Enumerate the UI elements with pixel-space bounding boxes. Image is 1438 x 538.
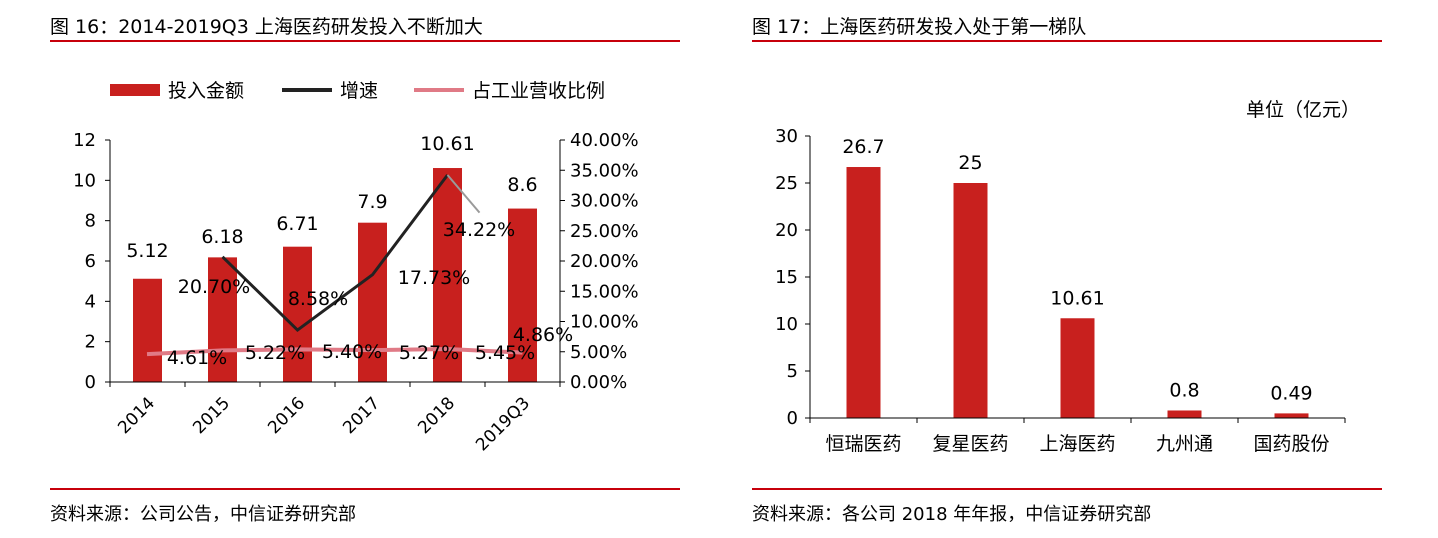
x-tick-label: 国药股份 (1253, 433, 1329, 455)
title-rule (50, 40, 680, 42)
right-y-tick-label: 30.00% (570, 191, 639, 212)
title-rule (752, 40, 1382, 42)
bar-2016 (283, 246, 312, 382)
left-y-tick-label: 12 (73, 130, 96, 151)
bar-value-label: 0.49 (1270, 382, 1312, 404)
growth-value-label: 8.58% (288, 288, 348, 310)
rd-investment-combo-chart: 0 2 4 6 8 10 12 0.00% 5.00% 10.00% 15.00% 20.00% 25.… (73, 80, 639, 455)
y-tick-label: 20 (775, 220, 798, 241)
figure-16-title: 图 16：2014-2019Q3 上海医药研发投入不断加大 (50, 16, 483, 38)
x-tick-label: 复星医药 (932, 433, 1008, 455)
bar-value-label: 0.8 (1169, 379, 1199, 401)
x-tick-label-2014: 2014 (114, 393, 159, 438)
legend-label-ratio: 占工业营收比例 (472, 80, 605, 102)
left-y-tick-label: 2 (85, 332, 96, 353)
bar-复星医药 (953, 183, 988, 418)
ratio-value-label: 5.45% (475, 342, 535, 364)
figure-17-title: 图 17：上海医药研发投入处于第一梯队 (752, 16, 1087, 38)
source-rule (50, 488, 680, 490)
x-tick-label-2015: 2015 (189, 393, 234, 438)
x-tick-label-2017: 2017 (339, 393, 384, 438)
right-y-tick-label: 25.00% (570, 221, 639, 242)
growth-line-segment-2019Q3 (446, 174, 481, 214)
y-tick-label: 5 (787, 361, 798, 382)
ratio-line (146, 347, 523, 357)
left-y-tick-label: 10 (73, 170, 96, 191)
ratio-value-label: 5.40% (322, 341, 382, 363)
right-y-tick-label: 40.00% (570, 130, 639, 151)
unit-label: 单位（亿元） (1246, 99, 1360, 121)
legend-label-growth: 增速 (340, 80, 378, 102)
bar-value-label: 6.18 (201, 226, 243, 248)
growth-value-label: 20.70% (178, 276, 250, 298)
bar-value-label: 10.61 (1050, 287, 1104, 309)
bar-2014 (133, 278, 162, 382)
bar-value-label: 6.71 (276, 213, 318, 235)
legend-swatch-investment (110, 84, 160, 96)
bar-value-label: 5.12 (126, 240, 168, 262)
ratio-value-label: 4.86% (513, 324, 573, 346)
ratio-value-label: 5.27% (399, 342, 459, 364)
x-tick-label: 恒瑞医药 (825, 433, 901, 455)
figure-17-panel: 图 17：上海医药研发投入处于第一梯队 单位（亿元） 0 5 10 15 20 25 30 恒瑞… (740, 0, 1438, 538)
growth-value-label: 17.73% (398, 267, 470, 289)
bar-2015 (208, 257, 237, 382)
x-tick-label: 上海医药 (1039, 433, 1115, 455)
right-y-tick-label: 20.00% (570, 251, 639, 272)
y-tick-label: 30 (775, 126, 798, 147)
bar-九州通 (1167, 410, 1202, 418)
x-tick-label-2018: 2018 (414, 393, 459, 438)
y-tick-label: 0 (787, 408, 798, 429)
left-y-tick-label: 6 (85, 251, 96, 272)
ratio-value-label: 4.61% (167, 347, 227, 369)
x-tick-label: 九州通 (1156, 433, 1213, 455)
right-y-tick-label: 5.00% (570, 342, 627, 363)
growth-value-label: 34.22% (443, 219, 515, 241)
source-rule (752, 488, 1382, 490)
ratio-value-label: 5.22% (245, 342, 305, 364)
figure-17-source: 资料来源：各公司 2018 年年报，中信证券研究部 (752, 504, 1152, 525)
peer-rd-bar-chart: 单位（亿元） 0 5 10 15 20 25 30 恒瑞医药 复星医药 上海医药 九州通 国药股份 26.… (775, 99, 1360, 455)
y-tick-label: 10 (775, 314, 798, 335)
bar-2018 (433, 168, 462, 382)
bar-value-label: 8.6 (507, 174, 537, 196)
bar-value-label: 7.9 (357, 191, 387, 213)
right-y-tick-label: 15.00% (570, 281, 639, 302)
legend-label-investment: 投入金额 (168, 80, 244, 102)
right-y-tick-label: 35.00% (570, 160, 639, 181)
right-y-tick-label: 10.00% (570, 312, 639, 333)
bar-国药股份 (1274, 413, 1309, 418)
bar-2017 (358, 222, 387, 382)
y-tick-label: 25 (775, 173, 798, 194)
bar-value-label: 26.7 (842, 136, 884, 158)
figure-16-panel: 图 16：2014-2019Q3 上海医药研发投入不断加大 0 2 4 6 8 10 12 0… (0, 0, 690, 538)
right-y-tick-label: 0.00% (570, 372, 627, 393)
bar-恒瑞医药 (846, 167, 881, 418)
left-y-tick-label: 0 (85, 372, 96, 393)
bar-value-label: 10.61 (420, 133, 474, 155)
left-y-tick-label: 8 (85, 211, 96, 232)
y-tick-label: 15 (775, 267, 798, 288)
figure-16-source: 资料来源：公司公告，中信证券研究部 (50, 504, 356, 525)
x-tick-label-2019Q3: 2019Q3 (472, 393, 534, 455)
bar-上海医药 (1060, 318, 1095, 418)
left-y-tick-label: 4 (85, 291, 96, 312)
bar-value-label: 25 (958, 152, 982, 174)
x-tick-label-2016: 2016 (264, 393, 309, 438)
growth-line (221, 174, 449, 333)
